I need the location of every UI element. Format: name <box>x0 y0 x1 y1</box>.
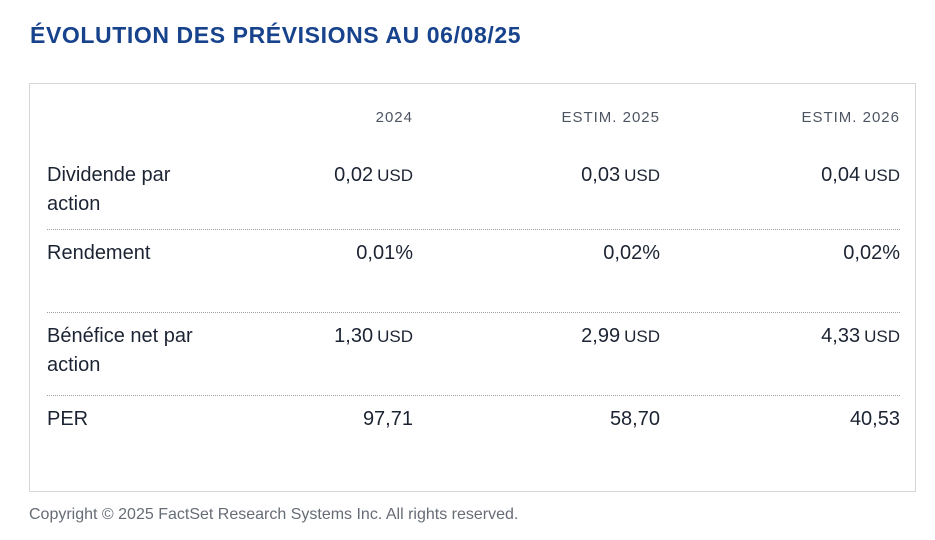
table-cell: 4,33 USD <box>821 322 900 351</box>
cell-unit: USD <box>624 166 660 185</box>
column-header-estim-2026: ESTIM. 2026 <box>801 109 900 126</box>
column-header-2024: 2024 <box>375 109 413 126</box>
column-header-estim-2025: ESTIM. 2025 <box>561 109 660 126</box>
cell-value: 0,02% <box>843 242 900 264</box>
table-cell: 0,03 USD <box>581 161 660 190</box>
cell-value: 0,01% <box>356 242 413 264</box>
table-cell: 1,30 USD <box>334 322 413 351</box>
row-label: Bénéfice net par action <box>47 325 193 376</box>
cell-value: 0,04 <box>821 164 861 186</box>
table-row-rendement: Rendement 0,01% 0,02% 0,02% <box>47 230 900 313</box>
table-row-dividende: Dividende par action 0,02 USD 0,03 USD 0,0… <box>47 152 900 230</box>
row-label: PER <box>47 408 89 430</box>
forecast-table-card: 2024 ESTIM. 2025 ESTIM. 2026 Dividende p… <box>29 83 916 492</box>
cell-value: 0,02 <box>334 164 374 186</box>
row-label: Rendement <box>47 242 151 264</box>
cell-unit: USD <box>864 166 900 185</box>
table-cell: 58,70 <box>610 405 660 434</box>
cell-value: 4,33 <box>821 325 861 347</box>
table-row-per: PER 97,71 58,70 40,53 <box>47 396 900 476</box>
forecast-table: 2024 ESTIM. 2025 ESTIM. 2026 Dividende p… <box>47 84 900 476</box>
cell-value: 1,30 <box>334 325 374 347</box>
table-cell: 0,04 USD <box>821 161 900 190</box>
table-cell: 0,02% <box>843 239 900 268</box>
page-title: ÉVOLUTION DES PRÉVISIONS AU 06/08/25 <box>30 22 522 48</box>
cell-unit: USD <box>864 327 900 346</box>
table-cell: 2,99 USD <box>581 322 660 351</box>
cell-unit: USD <box>624 327 660 346</box>
cell-value: 40,53 <box>849 408 900 430</box>
table-cell: 0,01% <box>356 239 413 268</box>
cell-value: 0,03 <box>581 164 621 186</box>
copyright-notice: Copyright © 2025 FactSet Research System… <box>29 506 519 523</box>
table-cell: 97,71 <box>363 405 413 434</box>
table-cell: 0,02 USD <box>334 161 413 190</box>
cell-unit: USD <box>377 166 413 185</box>
row-label: Dividende par action <box>47 164 171 215</box>
table-row-benefice-net: Bénéfice net par action 1,30 USD 2,99 USD … <box>47 313 900 396</box>
table-cell: 0,02% <box>603 239 660 268</box>
cell-value: 97,71 <box>362 408 413 430</box>
cell-value: 2,99 <box>581 325 621 347</box>
table-cell: 40,53 <box>850 405 900 434</box>
cell-value: 0,02% <box>603 242 660 264</box>
table-header-row: 2024 ESTIM. 2025 ESTIM. 2026 <box>47 84 900 152</box>
cell-value: 58,70 <box>609 408 660 430</box>
cell-unit: USD <box>377 327 413 346</box>
